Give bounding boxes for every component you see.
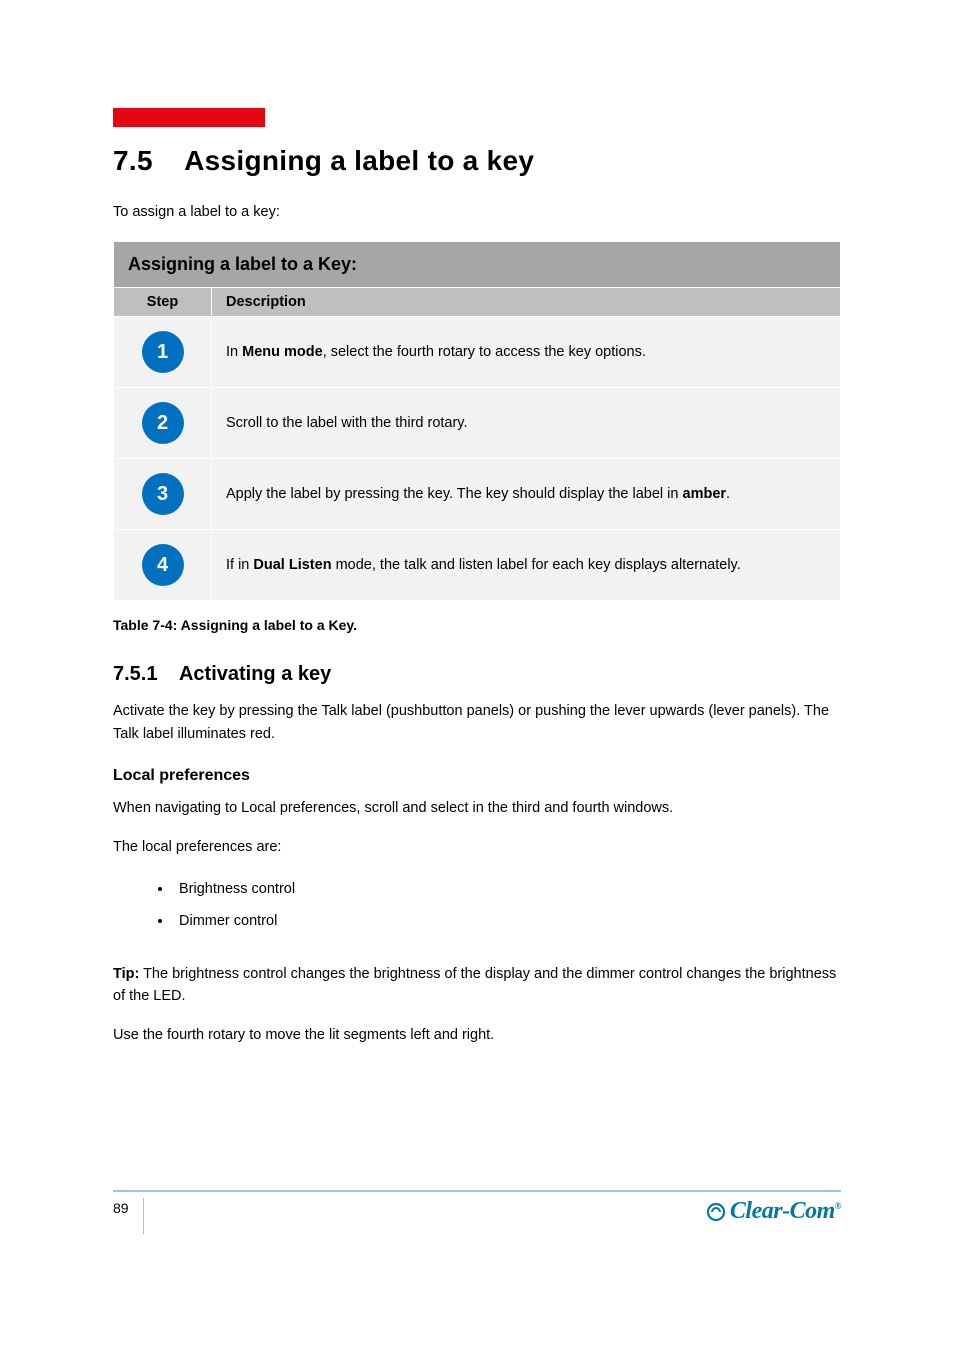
table-title-row: Assigning a label to a Key: [114, 242, 841, 288]
preferences-list: Brightness control Dimmer control [173, 874, 841, 936]
step-cell: 3 [114, 459, 212, 530]
logo-text: Clear-Com® [730, 1198, 841, 1225]
section-heading: 7.5 Assigning a label to a key [113, 145, 841, 177]
subsub-body-2: The local preferences are: [113, 836, 841, 858]
step-number-icon: 2 [142, 402, 184, 444]
page-footer: 89 Clear-Com® [113, 1190, 841, 1234]
section-title: Assigning a label to a key [184, 145, 534, 176]
list-item: Dimmer control [173, 906, 841, 937]
logo-swirl-icon [706, 1202, 726, 1222]
subsubheading: Local preferences [113, 767, 841, 785]
decorative-bar [113, 108, 265, 127]
subsub-body-1: When navigating to Local preferences, sc… [113, 797, 841, 819]
step-cell: 4 [114, 530, 212, 601]
steps-table: Assigning a label to a Key: Step Descrip… [113, 241, 841, 601]
registered-mark: ® [835, 1201, 841, 1211]
step-description: If in Dual Listen mode, the talk and lis… [212, 530, 841, 601]
intro-text: To assign a label to a key: [113, 201, 841, 223]
table-row: 3 Apply the label by pressing the key. T… [114, 459, 841, 530]
step-cell: 1 [114, 317, 212, 388]
table-row: 4 If in Dual Listen mode, the talk and l… [114, 530, 841, 601]
subsection-heading: 7.5.1 Activating a key [113, 663, 841, 686]
page-number: 89 [113, 1198, 144, 1234]
step-number-icon: 3 [142, 473, 184, 515]
brand-logo: Clear-Com® [706, 1198, 841, 1225]
table-caption: Table 7-4: Assigning a label to a Key. [113, 617, 841, 633]
list-item: Brightness control [173, 874, 841, 905]
step-description: In Menu mode, select the fourth rotary t… [212, 317, 841, 388]
step-description: Scroll to the label with the third rotar… [212, 388, 841, 459]
col-header-desc: Description [212, 288, 841, 317]
section-number: 7.5 [113, 145, 153, 176]
step-description: Apply the label by pressing the key. The… [212, 459, 841, 530]
step-cell: 2 [114, 388, 212, 459]
step-number-icon: 4 [142, 544, 184, 586]
after-tip-text: Use the fourth rotary to move the lit se… [113, 1024, 841, 1046]
table-title: Assigning a label to a Key: [114, 242, 841, 288]
tip-body: The brightness control changes the brigh… [113, 966, 836, 1004]
table-row: 1 In Menu mode, select the fourth rotary… [114, 317, 841, 388]
footer-divider [113, 1190, 841, 1192]
tip-paragraph: Tip: The brightness control changes the … [113, 963, 841, 1008]
table-header-row: Step Description [114, 288, 841, 317]
subsection-body: Activate the key by pressing the Talk la… [113, 700, 841, 745]
tip-label: Tip: [113, 966, 139, 982]
col-header-step: Step [114, 288, 212, 317]
subsection-title: Activating a key [179, 663, 331, 685]
subsection-number: 7.5.1 [113, 663, 157, 685]
step-number-icon: 1 [142, 331, 184, 373]
table-row: 2 Scroll to the label with the third rot… [114, 388, 841, 459]
